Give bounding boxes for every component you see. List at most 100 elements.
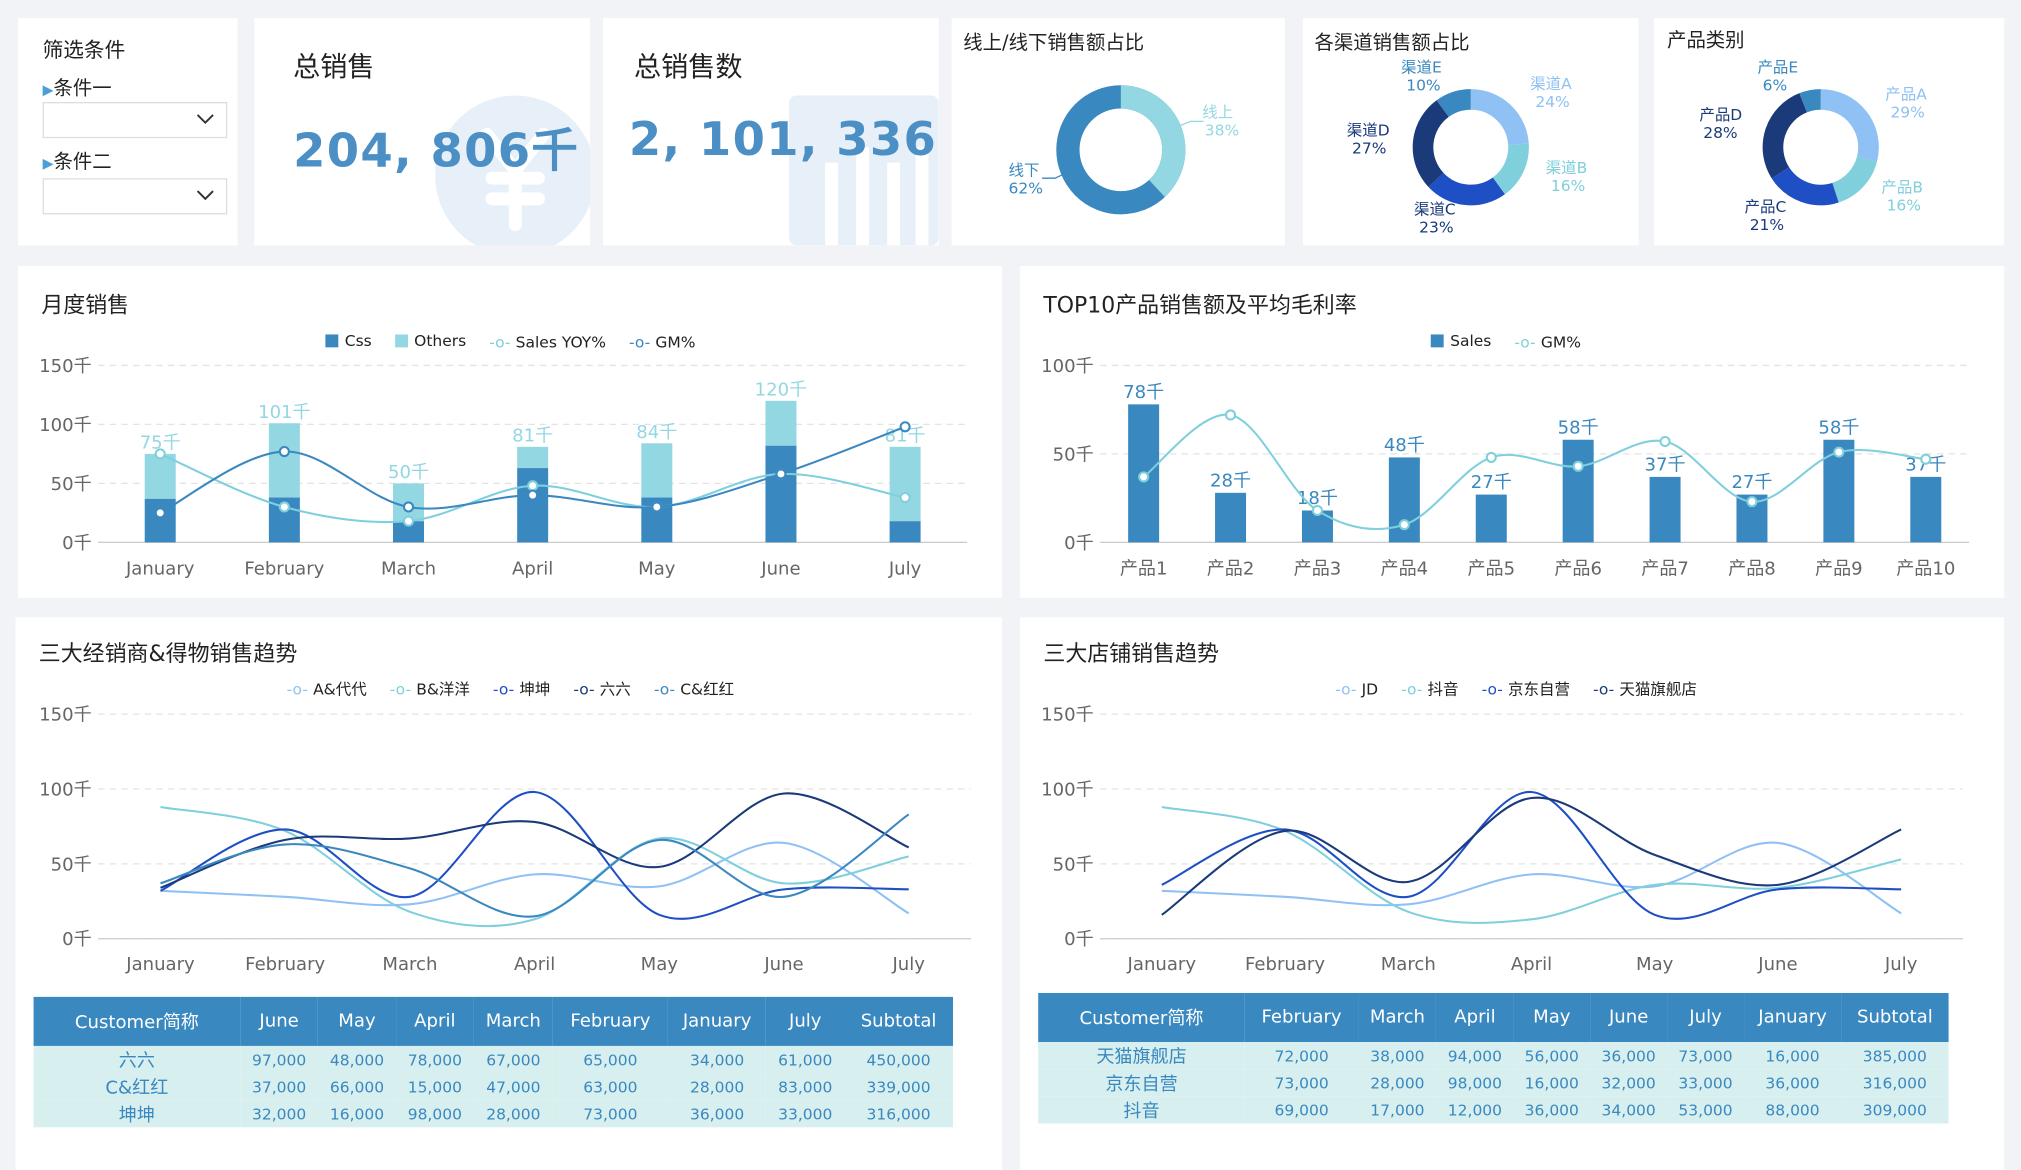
label-product-a: 产品A <box>1885 85 1927 103</box>
x-tick-label: April <box>514 954 555 975</box>
x-tick-label: 产品1 <box>1120 559 1168 580</box>
data-label: 18千 <box>1297 488 1338 509</box>
data-label: 58千 <box>1818 417 1859 438</box>
store-legend: -o- JD -o- 抖音 -o- 京东自营 -o- 天猫旗舰店 <box>1335 678 1715 700</box>
column-header[interactable]: February <box>552 996 668 1046</box>
line-point <box>899 421 911 433</box>
y-tick-label: 150千 <box>39 705 92 726</box>
label-offline: 线下 <box>1009 162 1040 180</box>
line-point <box>1398 519 1410 531</box>
line-point <box>1311 504 1324 517</box>
column-header[interactable]: May <box>1513 993 1591 1043</box>
line-point <box>1138 471 1150 483</box>
data-label: 78千 <box>1123 382 1164 403</box>
x-tick-label: March <box>1381 954 1436 975</box>
legend-jd-self[interactable]: -o- 京东自营 <box>1481 679 1570 699</box>
label-channel-d: 渠道D <box>1347 122 1390 140</box>
column-header[interactable]: January <box>667 996 767 1046</box>
x-tick-label: February <box>245 954 325 975</box>
column-header[interactable]: March <box>473 996 553 1046</box>
table-row: C&红红 37,000 66,000 15,000 47,000 63,000 28,000… <box>33 1073 953 1101</box>
column-header[interactable]: Subtotal <box>1841 993 1949 1043</box>
table-cell: 72,000 <box>1244 1042 1359 1070</box>
column-header[interactable]: February <box>1244 993 1359 1043</box>
y-tick-label: 0千 <box>62 929 92 950</box>
legend-gm[interactable]: -o- GM% <box>629 333 696 352</box>
legend-css[interactable]: Css <box>325 332 372 350</box>
column-header[interactable]: April <box>1436 993 1514 1043</box>
condition-2-select[interactable] <box>42 178 228 215</box>
dealer-legend: -o- A&代代 -o- B&洋洋 -o- 坤坤 -o- 六六 -o- C&红红 <box>287 678 753 700</box>
donut-slice-online <box>1056 85 1186 215</box>
table-row: 抖音 69,000 17,000 12,000 36,000 34,000 53,000 88… <box>1038 1096 1949 1124</box>
label-channel-d-pct: 27% <box>1352 140 1386 158</box>
top10-title: TOP10产品销售额及平均毛利率 <box>1043 293 1357 319</box>
column-header[interactable]: Subtotal <box>844 996 953 1046</box>
legend-others[interactable]: Others <box>394 332 466 350</box>
table-cell: 309,000 <box>1841 1096 1949 1124</box>
donut-slice <box>1428 172 1505 206</box>
column-header[interactable]: May <box>318 996 396 1046</box>
table-cell: 28,000 <box>667 1073 767 1101</box>
table-cell: 53,000 <box>1667 1096 1744 1124</box>
bar-sales <box>1649 476 1681 543</box>
legend-a-daidai[interactable]: -o- A&代代 <box>286 679 367 699</box>
label-channel-a: 渠道A <box>1530 75 1572 93</box>
legend-b-yangyang[interactable]: -o- B&洋洋 <box>389 679 470 699</box>
column-header[interactable]: April <box>395 996 474 1046</box>
column-header[interactable]: March <box>1358 993 1437 1043</box>
row-customer-name: 京东自营 <box>1038 1069 1245 1097</box>
legend-tmall[interactable]: -o- 天猫旗舰店 <box>1593 679 1697 699</box>
y-tick-label: 50千 <box>51 474 92 495</box>
legend-douyin[interactable]: -o- 抖音 <box>1401 679 1459 699</box>
row-customer-name: 抖音 <box>1038 1096 1245 1124</box>
table-cell: 16,000 <box>1743 1042 1842 1070</box>
data-label: 58千 <box>1558 417 1599 438</box>
line-point <box>651 501 663 513</box>
bar-others <box>144 453 176 499</box>
legend-liuliu[interactable]: -o- 六六 <box>573 679 631 699</box>
column-header-customer[interactable]: Customer简称 <box>33 996 241 1046</box>
line-point <box>278 445 290 458</box>
column-header[interactable]: June <box>1590 993 1668 1043</box>
data-label: 27千 <box>1731 472 1772 493</box>
column-header[interactable]: January <box>1743 993 1842 1043</box>
kpi-total-sales: 总销售 204, 806千 <box>254 18 591 246</box>
column-header[interactable]: June <box>240 996 319 1046</box>
table-cell: 47,000 <box>473 1073 553 1101</box>
table-cell: 34,000 <box>1590 1096 1668 1124</box>
x-tick-label: January <box>125 559 195 580</box>
legend-c-honghong[interactable]: -o- C&红红 <box>653 679 735 699</box>
kpi-total-sales-title: 总销售 <box>293 51 375 83</box>
legend-gm[interactable]: -o- GM% <box>1514 333 1581 352</box>
column-header[interactable]: July <box>1667 993 1744 1043</box>
line-gm <box>1143 413 1926 530</box>
table-row: 六六 97,000 48,000 78,000 67,000 65,000 34,000 61… <box>33 1045 953 1074</box>
data-label: 50千 <box>388 462 429 483</box>
donut-channels-chart: 渠道A 24% 渠道B 16% 渠道C 23% 渠道D 27% 渠道E 10% <box>1347 58 1587 236</box>
donut-slice <box>1492 143 1529 195</box>
filter-title: 筛选条件 <box>42 37 126 62</box>
data-label: 28千 <box>1210 470 1251 491</box>
y-tick-label: 100千 <box>1041 779 1094 800</box>
bar-css <box>144 498 176 543</box>
donut-online-offline-title: 线上/线下销售额占比 <box>963 30 1145 55</box>
x-tick-label: January <box>125 954 195 975</box>
legend-sales-yoy[interactable]: -o- Sales YOY% <box>489 333 606 352</box>
monthly-sales-chart: 150千 100千 50千 0千 January February March April Ma… <box>39 356 968 580</box>
y-tick-label: 0千 <box>1064 929 1094 950</box>
table-cell: 78,000 <box>395 1045 474 1074</box>
column-header-customer[interactable]: Customer简称 <box>1038 993 1245 1043</box>
table-cell: 98,000 <box>395 1100 474 1128</box>
x-tick-label: July <box>891 954 925 975</box>
legend-kunkun[interactable]: -o- 坤坤 <box>492 679 551 699</box>
donut-product-category-title: 产品类别 <box>1667 28 1745 52</box>
line-series <box>1161 805 1902 924</box>
donut-product-category: 产品类别 产品A 29% 产品B 16% 产品C 21% 产品D 28% 产品E… <box>1654 18 2005 246</box>
legend-jd[interactable]: -o- JD <box>1335 679 1379 698</box>
legend-sales[interactable]: Sales <box>1430 332 1491 350</box>
donut-slice <box>1762 93 1808 179</box>
condition-1-select[interactable] <box>42 102 228 139</box>
column-header[interactable]: July <box>766 996 845 1046</box>
